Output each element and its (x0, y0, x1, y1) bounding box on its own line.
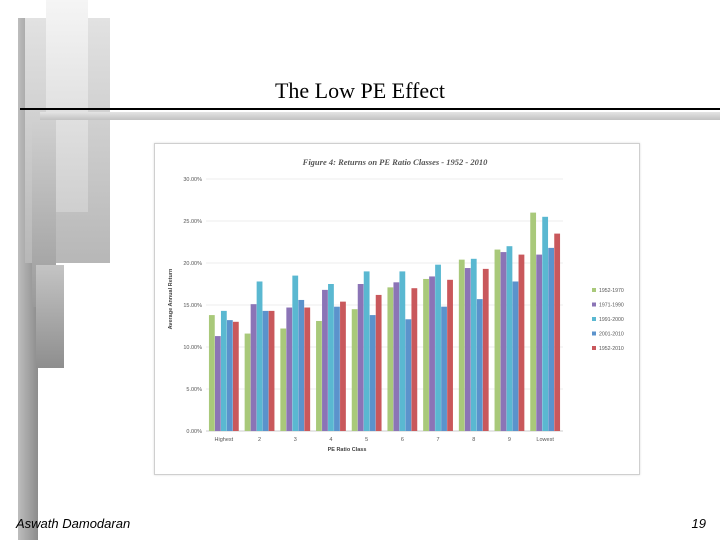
legend-swatch (592, 317, 596, 321)
bar (411, 288, 418, 431)
x-tick-label: 5 (365, 437, 368, 443)
x-tick-label: 4 (329, 437, 332, 443)
bar-chart: Figure 4: Returns on PE Ratio Classes - … (168, 157, 624, 453)
bar (494, 249, 501, 431)
bar (542, 216, 549, 431)
bar (548, 247, 555, 431)
x-tick-label: 6 (401, 437, 404, 443)
y-tick-label: 30.00% (183, 177, 202, 183)
legend-entry: 1952-2010 (599, 346, 624, 352)
y-tick-label: 20.00% (183, 261, 202, 267)
bar (429, 276, 435, 431)
bar (280, 328, 287, 431)
bar (405, 319, 412, 431)
bar (476, 299, 483, 431)
bar (441, 306, 447, 431)
chart-title: Figure 4: Returns on PE Ratio Classes - … (302, 157, 488, 167)
bar (470, 258, 477, 431)
bar (226, 320, 233, 431)
legend: 1952-1970 1971-1990 1991-2000 2001-2010 1952… (592, 288, 624, 352)
bar (369, 315, 376, 431)
bar (500, 252, 507, 431)
legend-swatch (592, 288, 596, 292)
bar (292, 275, 299, 431)
bar (375, 294, 382, 431)
x-tick-label: Highest (215, 437, 234, 443)
bar (351, 309, 358, 431)
y-tick-label: 0.00% (186, 429, 202, 435)
slide-title: The Low PE Effect (274, 78, 446, 103)
y-axis-label: Average Annual Return (168, 268, 174, 329)
chart-figure: Figure 4: Returns on PE Ratio Classes - … (154, 143, 640, 475)
bar (518, 254, 525, 431)
x-tick-labels: Highest 2 3 4 5 6 7 8 9 Lowest (215, 437, 555, 443)
bars (208, 212, 561, 431)
bar (244, 333, 251, 431)
bar (298, 299, 305, 431)
x-tick-label: Lowest (536, 437, 554, 443)
bar (357, 284, 364, 431)
bar (435, 264, 441, 431)
bar (256, 281, 263, 431)
bar (340, 301, 346, 431)
bar (387, 287, 394, 431)
legend-swatch (592, 302, 596, 307)
bar (482, 268, 489, 431)
bar (322, 289, 328, 431)
legend-swatch (592, 331, 596, 336)
title-divider (20, 108, 720, 110)
bar (208, 315, 215, 431)
x-tick-label: 3 (294, 437, 297, 443)
legend-entry: 2001-2010 (599, 332, 624, 338)
bar (530, 212, 537, 431)
bar (286, 307, 293, 431)
decorative-bar (40, 112, 720, 120)
bar (536, 254, 543, 431)
legend-entry: 1952-1970 (599, 288, 624, 294)
bar (316, 320, 322, 431)
bar (262, 310, 269, 431)
bar (304, 307, 311, 431)
bar (363, 271, 370, 431)
bar (214, 336, 221, 431)
bar (447, 279, 453, 431)
bar (512, 281, 519, 431)
x-tick-label: 8 (472, 437, 475, 443)
footer-author: Aswath Damodaran (16, 516, 131, 531)
x-axis-label: PE Ratio Class (328, 447, 367, 453)
bar (506, 246, 513, 431)
bar (554, 233, 561, 431)
bar (458, 259, 465, 431)
x-tick-label: 7 (437, 437, 440, 443)
bar (328, 284, 334, 431)
bar (464, 268, 471, 431)
y-tick-label: 5.00% (186, 387, 202, 393)
legend-swatch (592, 346, 596, 350)
y-tick-label: 25.00% (183, 219, 202, 225)
bar (250, 304, 257, 431)
y-tick-label: 15.00% (183, 303, 202, 309)
bar (423, 278, 429, 431)
bar (393, 282, 400, 431)
bar (232, 321, 239, 431)
y-tick-labels: 0.00% 5.00% 10.00% 15.00% 20.00% 25.00% 30.00% (183, 177, 202, 435)
bar (334, 306, 340, 431)
x-tick-label: 9 (508, 437, 511, 443)
legend-entry: 1991-2000 (599, 317, 624, 323)
x-tick-label: 2 (258, 437, 261, 443)
decorative-bar (36, 265, 64, 368)
page-number: 19 (691, 516, 706, 531)
y-tick-label: 10.00% (183, 345, 202, 351)
legend-entry: 1971-1990 (599, 303, 624, 309)
bar (399, 271, 406, 431)
bar (268, 310, 275, 431)
bar (220, 310, 227, 431)
